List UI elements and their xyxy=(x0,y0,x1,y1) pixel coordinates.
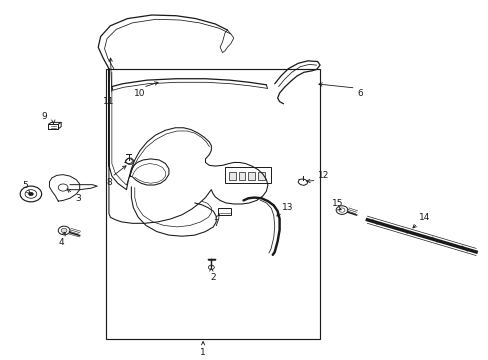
Bar xyxy=(224,167,271,183)
Text: 12: 12 xyxy=(317,171,328,180)
Text: 8: 8 xyxy=(106,178,112,187)
Text: 15: 15 xyxy=(332,199,343,208)
Text: 9: 9 xyxy=(41,112,47,121)
Bar xyxy=(105,69,320,339)
Text: 13: 13 xyxy=(281,203,292,212)
Circle shape xyxy=(61,228,67,233)
Bar xyxy=(248,172,255,180)
Text: 2: 2 xyxy=(209,273,215,282)
Text: 6: 6 xyxy=(357,90,363,99)
Circle shape xyxy=(28,192,33,196)
Bar xyxy=(217,208,231,215)
Bar xyxy=(228,172,235,180)
Bar xyxy=(238,172,245,180)
Text: 3: 3 xyxy=(75,194,81,203)
Text: 7: 7 xyxy=(213,219,219,228)
Text: 4: 4 xyxy=(59,238,64,247)
Text: 11: 11 xyxy=(103,96,115,105)
Text: 1: 1 xyxy=(200,348,205,357)
Text: 10: 10 xyxy=(134,90,145,99)
Bar xyxy=(258,172,264,180)
Text: 5: 5 xyxy=(22,181,28,190)
Text: 14: 14 xyxy=(418,213,429,222)
